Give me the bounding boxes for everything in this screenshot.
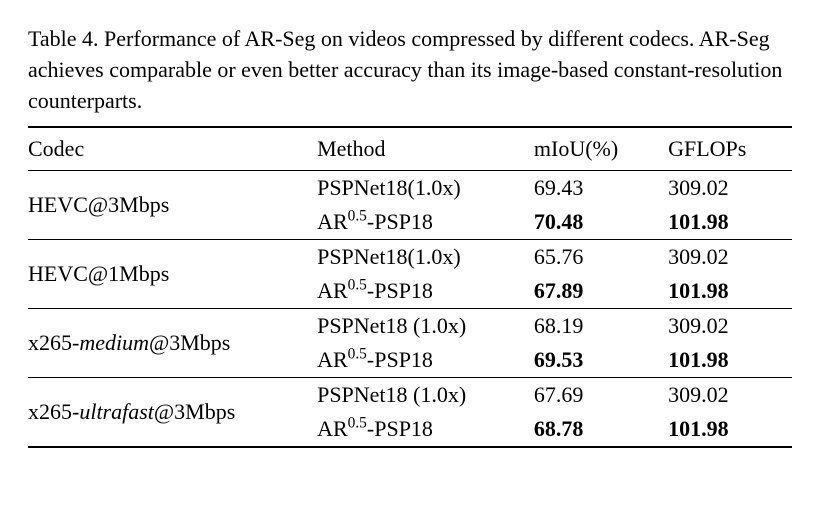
gflops-cell: 309.02 — [668, 378, 792, 413]
gflops-cell: 309.02 — [668, 171, 792, 206]
method-cell: PSPNet18(1.0x) — [317, 240, 534, 275]
table-row: HEVC@1MbpsPSPNet18(1.0x)65.76309.02 — [28, 240, 792, 275]
table-row: HEVC@3MbpsPSPNet18(1.0x)69.43309.02 — [28, 171, 792, 206]
miou-cell: 67.89 — [534, 274, 668, 309]
miou-cell: 65.76 — [534, 240, 668, 275]
miou-cell: 68.19 — [534, 309, 668, 344]
header-miou: mIoU(%) — [534, 127, 668, 171]
method-cell: AR0.5-PSP18 — [317, 274, 534, 309]
miou-cell: 70.48 — [534, 205, 668, 240]
table-row: x265-ultrafast@3MbpsPSPNet18 (1.0x)67.69… — [28, 378, 792, 413]
codec-cell: HEVC@1Mbps — [28, 240, 317, 309]
method-cell: PSPNet18 (1.0x) — [317, 378, 534, 413]
table-row: x265-medium@3MbpsPSPNet18 (1.0x)68.19309… — [28, 309, 792, 344]
table-caption: Table 4. Performance of AR-Seg on videos… — [28, 24, 792, 116]
gflops-cell: 309.02 — [668, 240, 792, 275]
results-table: Codec Method mIoU(%) GFLOPs HEVC@3MbpsPS… — [28, 126, 792, 448]
header-gflops: GFLOPs — [668, 127, 792, 171]
table-header-row: Codec Method mIoU(%) GFLOPs — [28, 127, 792, 171]
codec-cell: HEVC@3Mbps — [28, 171, 317, 240]
caption-prefix: Table 4. — [28, 26, 99, 51]
gflops-cell: 101.98 — [668, 412, 792, 447]
gflops-cell: 101.98 — [668, 274, 792, 309]
method-cell: PSPNet18(1.0x) — [317, 171, 534, 206]
codec-cell: x265-medium@3Mbps — [28, 309, 317, 378]
method-cell: AR0.5-PSP18 — [317, 205, 534, 240]
method-cell: AR0.5-PSP18 — [317, 412, 534, 447]
miou-cell: 69.53 — [534, 343, 668, 378]
method-cell: AR0.5-PSP18 — [317, 343, 534, 378]
header-codec: Codec — [28, 127, 317, 171]
caption-text: Performance of AR-Seg on videos compress… — [28, 26, 782, 113]
miou-cell: 68.78 — [534, 412, 668, 447]
miou-cell: 67.69 — [534, 378, 668, 413]
gflops-cell: 101.98 — [668, 343, 792, 378]
gflops-cell: 101.98 — [668, 205, 792, 240]
method-cell: PSPNet18 (1.0x) — [317, 309, 534, 344]
miou-cell: 69.43 — [534, 171, 668, 206]
table-body: HEVC@3MbpsPSPNet18(1.0x)69.43309.02AR0.5… — [28, 171, 792, 448]
codec-cell: x265-ultrafast@3Mbps — [28, 378, 317, 448]
gflops-cell: 309.02 — [668, 309, 792, 344]
header-method: Method — [317, 127, 534, 171]
